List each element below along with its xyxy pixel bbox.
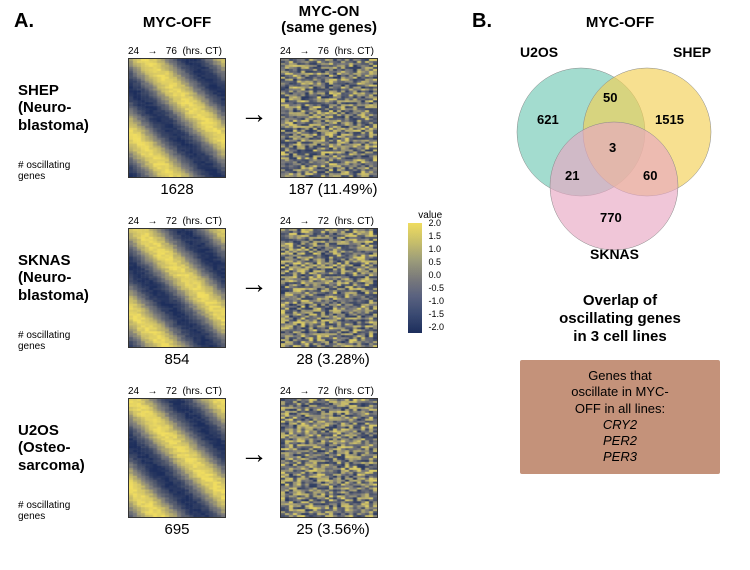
count-off: 695	[128, 521, 226, 538]
overlap-title: Overlap ofoscillating genesin 3 cell lin…	[525, 292, 715, 346]
venn-label-sknas: SKNAS	[590, 246, 639, 262]
venn-num-all: 3	[609, 140, 616, 155]
colorbar: value 2.01.51.00.50.0-0.5-1.0-1.5-2.0	[408, 210, 452, 333]
count-off: 854	[128, 351, 226, 368]
time-label: 24 → 76 (hrs. CT)	[280, 46, 374, 57]
row-label: SKNAS(Neuro-blastoma)	[18, 252, 118, 304]
heatmap-off	[128, 228, 226, 348]
venn-label-u2os: U2OS	[520, 44, 558, 60]
venn-label-shep: SHEP	[673, 44, 711, 60]
panel-b-header: MYC-OFF	[540, 14, 700, 31]
arrow-icon: →	[240, 438, 268, 470]
count-on: 28 (3.28%)	[274, 351, 392, 368]
venn-num-uk: 21	[565, 168, 579, 183]
heatmap-off	[128, 58, 226, 178]
oscillating-label: # oscillatinggenes	[18, 160, 70, 182]
col-header-on: MYC-ON (same genes)	[264, 4, 394, 36]
oscillating-label: # oscillatinggenes	[18, 500, 70, 522]
col-header-on-line1: MYC-ON	[299, 3, 360, 20]
colorbar-ticks: 2.01.51.00.50.0-0.5-1.0-1.5-2.0	[428, 223, 452, 333]
col-header-off: MYC-OFF	[128, 14, 226, 31]
heatmap-on	[280, 398, 378, 518]
colorbar-gradient	[408, 223, 422, 333]
heatmap-on	[280, 58, 378, 178]
heatmap-off	[128, 398, 226, 518]
row-label: SHEP(Neuro-blastoma)	[18, 82, 118, 134]
time-label: 24 → 72 (hrs. CT)	[280, 386, 374, 397]
arrow-icon: →	[240, 268, 268, 300]
venn-num-sknas: 770	[600, 210, 622, 225]
venn-num-shep: 1515	[655, 112, 684, 127]
count-off: 1628	[128, 181, 226, 198]
venn-diagram: U2OS SHEP SKNAS 621 1515 770 50 21 60 3	[495, 40, 735, 260]
heatmap-on	[280, 228, 378, 348]
panel-b-label: B.	[472, 10, 492, 33]
col-header-on-line2: (same genes)	[281, 19, 377, 36]
venn-num-us: 50	[603, 90, 617, 105]
oscillating-label: # oscillatinggenes	[18, 330, 70, 352]
count-on: 187 (11.49%)	[274, 181, 392, 198]
time-label: 24 → 72 (hrs. CT)	[128, 216, 222, 227]
time-label: 24 → 76 (hrs. CT)	[128, 46, 222, 57]
venn-num-sk: 60	[643, 168, 657, 183]
time-label: 24 → 72 (hrs. CT)	[280, 216, 374, 227]
gene-box: Genes thatoscillate in MYC-OFF in all li…	[520, 360, 720, 474]
time-label: 24 → 72 (hrs. CT)	[128, 386, 222, 397]
count-on: 25 (3.56%)	[274, 521, 392, 538]
arrow-icon: →	[240, 98, 268, 130]
row-label: U2OS(Osteo-sarcoma)	[18, 422, 118, 474]
venn-num-u2os: 621	[537, 112, 559, 127]
panel-a-label: A.	[14, 10, 34, 33]
